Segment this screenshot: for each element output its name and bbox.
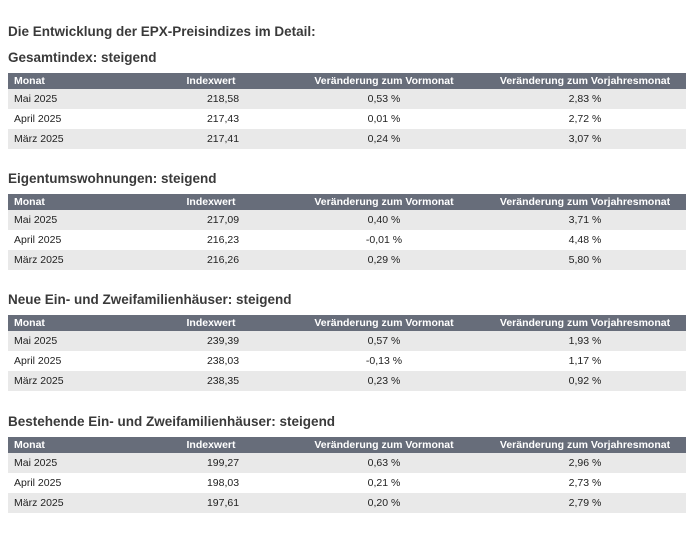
column-header-yoy: Veränderung zum Vorjahresmonat xyxy=(484,437,686,453)
index-table: Monat Indexwert Veränderung zum Vormonat… xyxy=(8,194,686,270)
cell-mom: -0,13 % xyxy=(284,351,484,371)
table-header-row: Monat Indexwert Veränderung zum Vormonat… xyxy=(8,315,686,331)
table-row: März 2025 238,35 0,23 % 0,92 % xyxy=(8,371,686,391)
table-row: März 2025 217,41 0,24 % 3,07 % xyxy=(8,129,686,149)
cell-month: April 2025 xyxy=(8,351,138,371)
table-row: April 2025 216,23 -0,01 % 4,48 % xyxy=(8,230,686,250)
cell-index: 217,43 xyxy=(138,109,284,129)
column-header-index: Indexwert xyxy=(138,437,284,453)
table-header-row: Monat Indexwert Veränderung zum Vormonat… xyxy=(8,73,686,89)
cell-yoy: 2,73 % xyxy=(484,473,686,493)
index-table: Monat Indexwert Veränderung zum Vormonat… xyxy=(8,437,686,513)
section-title: Neue Ein- und Zweifamilienhäuser: steige… xyxy=(8,292,292,307)
cell-mom: 0,40 % xyxy=(284,210,484,230)
column-header-index: Indexwert xyxy=(138,315,284,331)
column-header-index: Indexwert xyxy=(138,73,284,89)
cell-mom: 0,20 % xyxy=(284,493,484,513)
section-neue-haeuser: Neue Ein- und Zweifamilienhäuser: steige… xyxy=(8,291,686,391)
cell-yoy: 2,96 % xyxy=(484,453,686,473)
table-header-row: Monat Indexwert Veränderung zum Vormonat… xyxy=(8,437,686,453)
section-title: Eigentumswohnungen: steigend xyxy=(8,171,217,186)
cell-mom: 0,29 % xyxy=(284,250,484,270)
column-header-mom: Veränderung zum Vormonat xyxy=(284,315,484,331)
cell-yoy: 2,72 % xyxy=(484,109,686,129)
cell-month: Mai 2025 xyxy=(8,453,138,473)
cell-yoy: 1,93 % xyxy=(484,331,686,351)
table-header-row: Monat Indexwert Veränderung zum Vormonat… xyxy=(8,194,686,210)
table-row: April 2025 238,03 -0,13 % 1,17 % xyxy=(8,351,686,371)
cell-month: März 2025 xyxy=(8,493,138,513)
cell-yoy: 2,83 % xyxy=(484,89,686,109)
cell-month: März 2025 xyxy=(8,371,138,391)
cell-index: 217,09 xyxy=(138,210,284,230)
column-header-mom: Veränderung zum Vormonat xyxy=(284,437,484,453)
cell-month: April 2025 xyxy=(8,230,138,250)
cell-mom: 0,57 % xyxy=(284,331,484,351)
column-header-mom: Veränderung zum Vormonat xyxy=(284,73,484,89)
cell-month: April 2025 xyxy=(8,109,138,129)
cell-yoy: 2,79 % xyxy=(484,493,686,513)
column-header-month: Monat xyxy=(8,315,138,331)
column-header-month: Monat xyxy=(8,73,138,89)
table-row: März 2025 197,61 0,20 % 2,79 % xyxy=(8,493,686,513)
cell-index: 199,27 xyxy=(138,453,284,473)
cell-month: Mai 2025 xyxy=(8,210,138,230)
cell-index: 217,41 xyxy=(138,129,284,149)
cell-month: April 2025 xyxy=(8,473,138,493)
cell-index: 198,03 xyxy=(138,473,284,493)
cell-mom: 0,24 % xyxy=(284,129,484,149)
cell-yoy: 3,07 % xyxy=(484,129,686,149)
cell-yoy: 5,80 % xyxy=(484,250,686,270)
column-header-mom: Veränderung zum Vormonat xyxy=(284,194,484,210)
cell-index: 218,58 xyxy=(138,89,284,109)
cell-month: Mai 2025 xyxy=(8,89,138,109)
column-header-month: Monat xyxy=(8,437,138,453)
page-title: Die Entwicklung der EPX-Preisindizes im … xyxy=(8,24,316,39)
cell-index: 197,61 xyxy=(138,493,284,513)
section-eigentumswohnungen: Eigentumswohnungen: steigend Monat Index… xyxy=(8,170,686,270)
cell-index: 216,23 xyxy=(138,230,284,250)
section-bestehende-haeuser: Bestehende Ein- und Zweifamilienhäuser: … xyxy=(8,413,686,513)
column-header-yoy: Veränderung zum Vorjahresmonat xyxy=(484,315,686,331)
table-row: April 2025 217,43 0,01 % 2,72 % xyxy=(8,109,686,129)
table-row: Mai 2025 239,39 0,57 % 1,93 % xyxy=(8,331,686,351)
table-row: März 2025 216,26 0,29 % 5,80 % xyxy=(8,250,686,270)
cell-month: März 2025 xyxy=(8,129,138,149)
table-row: Mai 2025 217,09 0,40 % 3,71 % xyxy=(8,210,686,230)
cell-index: 238,03 xyxy=(138,351,284,371)
table-row: April 2025 198,03 0,21 % 2,73 % xyxy=(8,473,686,493)
cell-month: Mai 2025 xyxy=(8,331,138,351)
section-title: Gesamtindex: steigend xyxy=(8,50,157,65)
cell-mom: 0,21 % xyxy=(284,473,484,493)
cell-month: März 2025 xyxy=(8,250,138,270)
section-gesamtindex: Gesamtindex: steigend Monat Indexwert Ve… xyxy=(8,49,686,149)
column-header-yoy: Veränderung zum Vorjahresmonat xyxy=(484,73,686,89)
cell-mom: 0,53 % xyxy=(284,89,484,109)
column-header-yoy: Veränderung zum Vorjahresmonat xyxy=(484,194,686,210)
cell-index: 239,39 xyxy=(138,331,284,351)
cell-mom: -0,01 % xyxy=(284,230,484,250)
cell-mom: 0,63 % xyxy=(284,453,484,473)
cell-index: 238,35 xyxy=(138,371,284,391)
cell-yoy: 1,17 % xyxy=(484,351,686,371)
index-table: Monat Indexwert Veränderung zum Vormonat… xyxy=(8,73,686,149)
cell-yoy: 0,92 % xyxy=(484,371,686,391)
cell-mom: 0,23 % xyxy=(284,371,484,391)
index-table: Monat Indexwert Veränderung zum Vormonat… xyxy=(8,315,686,391)
column-header-index: Indexwert xyxy=(138,194,284,210)
cell-mom: 0,01 % xyxy=(284,109,484,129)
cell-yoy: 3,71 % xyxy=(484,210,686,230)
cell-yoy: 4,48 % xyxy=(484,230,686,250)
cell-index: 216,26 xyxy=(138,250,284,270)
table-row: Mai 2025 218,58 0,53 % 2,83 % xyxy=(8,89,686,109)
table-row: Mai 2025 199,27 0,63 % 2,96 % xyxy=(8,453,686,473)
column-header-month: Monat xyxy=(8,194,138,210)
section-title: Bestehende Ein- und Zweifamilienhäuser: … xyxy=(8,414,336,429)
